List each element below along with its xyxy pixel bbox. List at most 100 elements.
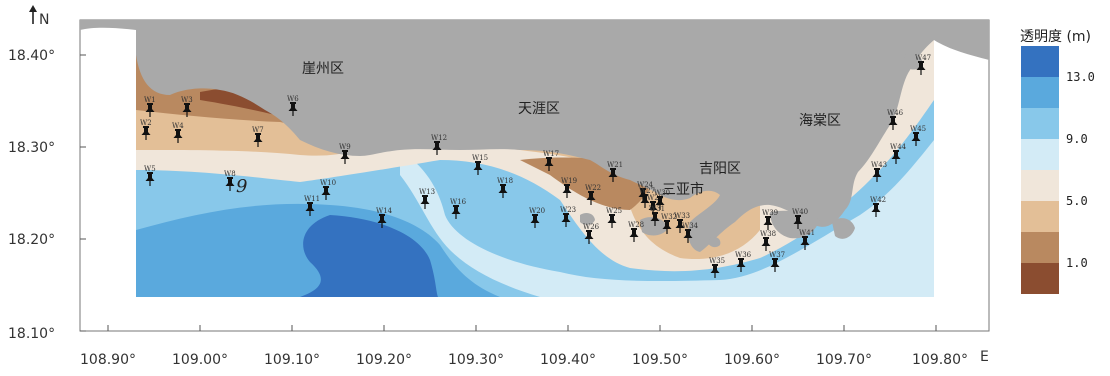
station-marker: W6 [287,95,299,116]
station-marker: W9 [339,143,351,164]
station-marker: W34 [682,222,699,243]
station-marker: W32 [661,213,677,234]
land-hainan [80,20,989,252]
station-label: W41 [799,229,815,237]
station-marker: W2 [140,119,152,140]
station-label: W23 [560,206,576,214]
north-arrow: N [29,5,49,28]
station-marker: W44 [890,143,907,164]
lon-tick-label: 109.30° [448,352,504,368]
station-marker: W25 [606,207,622,228]
lat-tick-label: 18.40° [8,48,55,64]
station-label: W9 [339,143,351,151]
station-marker: W37 [769,251,785,272]
station-marker: W26 [583,223,600,244]
legend-swatch [1021,139,1059,170]
station-label: W40 [792,208,808,216]
station-label: W11 [304,195,320,203]
legend-level: 1.0 [1066,256,1088,270]
station-label: W28 [628,221,644,229]
lon-tick-label: 109.10° [264,352,320,368]
station-marker: W41 [799,229,815,250]
station-label: W24 [637,181,654,189]
legend-level: 9.0 [1066,132,1088,146]
legend-swatch [1021,77,1059,108]
station-marker: W10 [320,179,336,200]
station-label: W4 [172,122,184,130]
lon-axis: 108.90° 109.00° 109.10° 109.20° 109.30° … [80,325,989,368]
station-label: W39 [762,209,778,217]
station-marker: W40 [792,208,808,229]
station-label: W16 [450,198,467,206]
station-label: W35 [709,257,725,265]
station-label: W18 [497,177,513,185]
station-label: W26 [583,223,600,231]
legend-title: 透明度 (m) [1020,29,1091,45]
legend-swatch [1021,46,1059,77]
station-label: W5 [144,165,156,173]
land-island-5 [904,54,923,70]
district-label-yazhou: 崖州区 [302,61,344,77]
station-marker: W19 [561,177,577,198]
station-marker: W30 [654,189,670,210]
station-label: W3 [181,96,193,104]
station-marker: W24 [637,181,654,202]
station-marker: W23 [560,206,576,227]
station-marker: W22 [585,184,601,205]
legend-swatch [1021,263,1059,294]
station-marker: W11 [304,195,320,216]
lon-tick-label: 109.40° [540,352,596,368]
lon-tick-label: 109.80° [912,352,968,368]
station-label: W14 [376,207,393,215]
station-label: W27 [639,187,655,195]
land-island-2 [580,212,595,225]
station-label: W29 [647,194,663,202]
station-marker: W35 [709,257,725,278]
station-label: W8 [224,170,236,178]
station-label: W32 [661,213,677,221]
station-marker: W20 [529,207,545,228]
land [80,20,989,252]
lat-axis: 18.40° 18.30° 18.20° 18.10° [8,48,86,342]
station-label: W33 [674,212,690,220]
station-marker: W16 [450,198,467,219]
lon-tick-label: 108.90° [80,352,136,368]
station-label: W1 [144,96,156,104]
lon-tick-label: 109.60° [724,352,780,368]
station-label: W21 [607,161,623,169]
district-label-jiyang: 吉阳区 [699,161,741,177]
station-label: W20 [529,207,545,215]
station-marker: W31 [649,205,665,226]
station-label: W10 [320,179,336,187]
station-label: W7 [252,126,264,134]
land-island-4 [832,218,855,239]
station-marker: W1 [144,96,156,117]
legend-swatch [1021,232,1059,263]
lon-tick-label: 109.00° [172,352,228,368]
station-marker: W46 [887,109,904,130]
station-marker: W3 [181,96,193,117]
station-marker: W5 [144,165,156,186]
station-marker: W12 [431,134,447,155]
station-label: W25 [606,207,622,215]
lat-tick-label: 18.10° [8,326,55,342]
station-label: W47 [915,54,931,62]
station-label: W15 [472,154,488,162]
station-marker: W45 [910,125,926,146]
station-label: W6 [287,95,299,103]
lat-tick-label: 18.20° [8,232,55,248]
station-label: W17 [543,150,559,158]
station-marker: W38 [760,230,776,251]
station-label: W19 [561,177,577,185]
lon-tick-label: 109.20° [356,352,412,368]
station-label: W37 [769,251,785,259]
station-label: W45 [910,125,926,133]
legend-level: 13.0 [1066,70,1095,84]
station-label: W31 [649,205,665,213]
land-island-3 [708,236,721,248]
station-label: W13 [419,188,435,196]
north-label: N [39,12,49,28]
district-label-tianya: 天涯区 [518,101,560,117]
legend-swatch [1021,201,1059,232]
